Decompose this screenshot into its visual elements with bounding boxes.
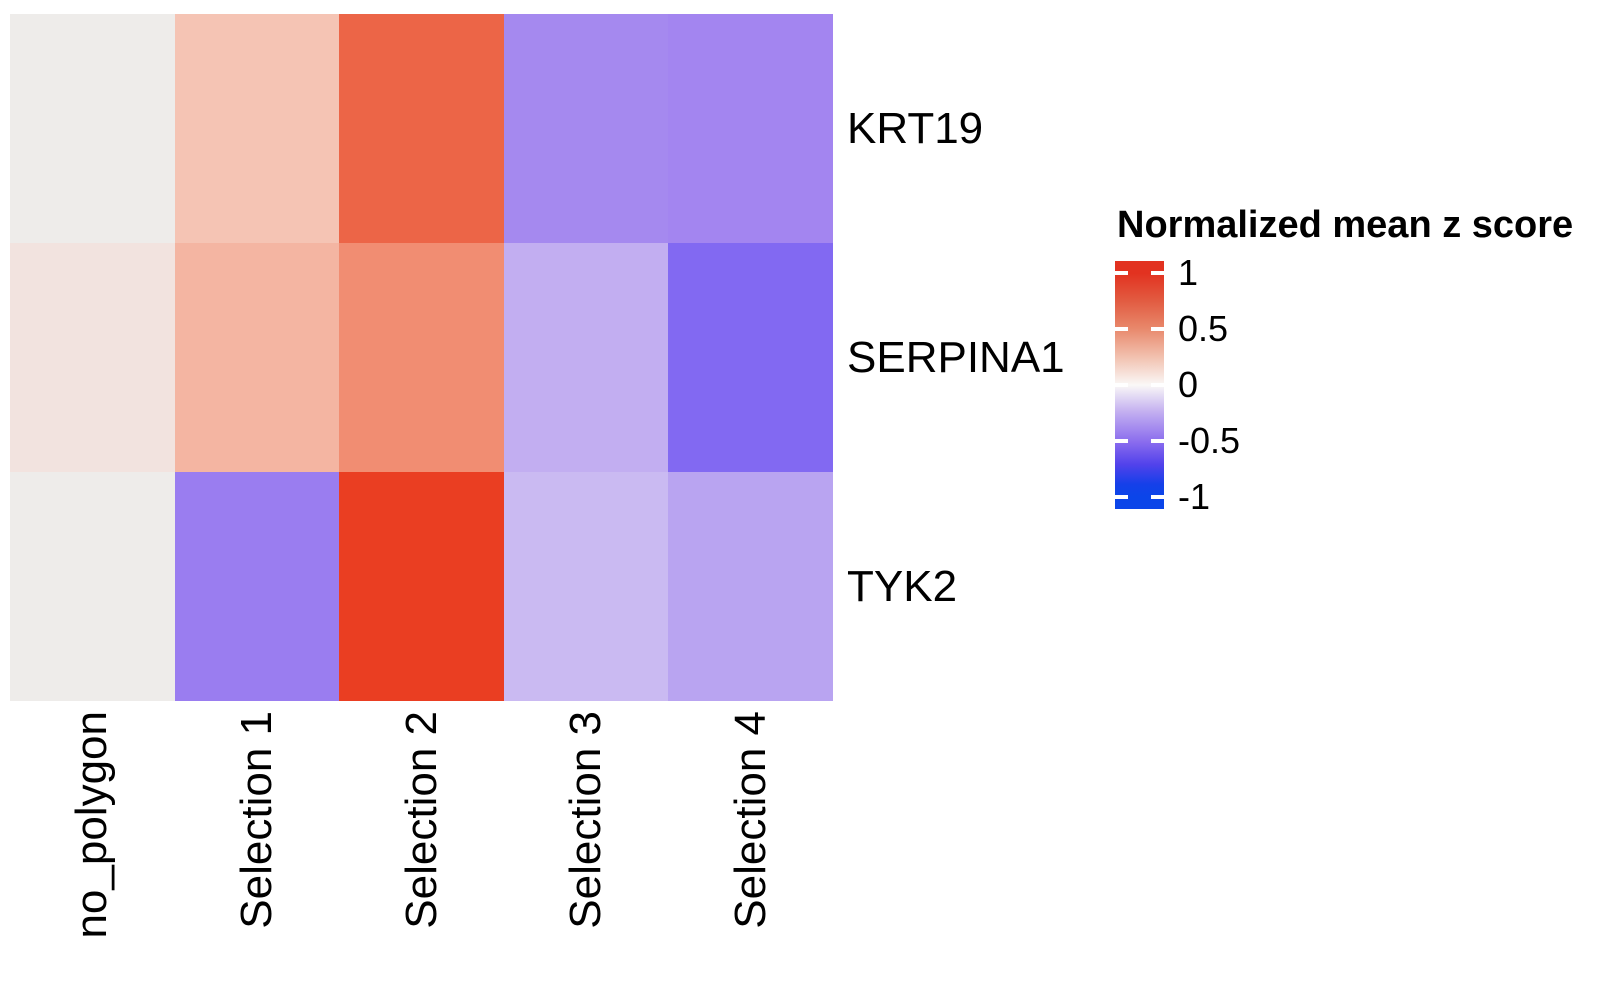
- x-axis-label-no_polygon: no_polygon: [67, 711, 117, 939]
- heatmap-cell-TYK2-no_polygon: [10, 472, 175, 701]
- legend-tick-mark: [1115, 326, 1128, 331]
- heatmap-cell-KRT19-Selection 3: [503, 14, 669, 243]
- y-axis-label-serpina1: SERPINA1: [847, 332, 1065, 382]
- legend-tick-mark: [1151, 270, 1164, 275]
- heatmap-cell-KRT19-Selection 2: [339, 14, 504, 243]
- legend-tick-mark: [1151, 326, 1164, 331]
- legend-tick-label-0.5: 0.5: [1178, 307, 1229, 349]
- heatmap-cell-TYK2-Selection 4: [668, 472, 833, 701]
- x-axis-label-selection-1: Selection 1: [231, 711, 281, 929]
- legend-tick-label--0.5: -0.5: [1178, 420, 1241, 462]
- heatmap-cell-SERPINA1-Selection 2: [339, 243, 504, 472]
- x-axis-label-selection-4: Selection 4: [725, 711, 775, 929]
- heatmap-cell-KRT19-Selection 1: [174, 14, 340, 243]
- heatmap-cell-SERPINA1-Selection 1: [174, 243, 340, 472]
- legend-tick-mark: [1115, 439, 1128, 444]
- heatmap-cell-KRT19-Selection 4: [668, 14, 833, 243]
- heatmap-cell-TYK2-Selection 1: [174, 472, 340, 701]
- y-axis-label-krt19: KRT19: [847, 103, 984, 153]
- legend-tick-mark: [1115, 270, 1128, 275]
- legend-tick-mark: [1115, 495, 1128, 500]
- legend-tick-label--1: -1: [1178, 476, 1211, 518]
- legend-tick-label-0: 0: [1178, 364, 1199, 405]
- y-axis-label-tyk2: TYK2: [847, 561, 958, 611]
- heatmap-grid: [10, 14, 833, 701]
- legend-tick-mark: [1151, 439, 1164, 444]
- heatmap-cell-SERPINA1-Selection 3: [503, 243, 669, 472]
- x-axis-label-selection-2: Selection 2: [396, 711, 446, 929]
- heatmap-cell-TYK2-Selection 2: [339, 472, 504, 701]
- legend-tick-mark: [1151, 383, 1164, 387]
- legend-title: Normalized mean z score: [1117, 204, 1574, 246]
- legend-tick-mark: [1115, 383, 1128, 387]
- heatmap-cell-SERPINA1-no_polygon: [10, 243, 175, 472]
- heatmap-cell-KRT19-no_polygon: [10, 14, 175, 243]
- legend-tick-mark: [1151, 495, 1164, 500]
- legend-colorbar: [1115, 261, 1164, 509]
- x-axis-label-selection-3: Selection 3: [561, 711, 611, 929]
- heatmap-cell-TYK2-Selection 3: [503, 472, 669, 701]
- legend-tick-label-1: 1: [1178, 251, 1199, 293]
- heatmap-cell-SERPINA1-Selection 4: [668, 243, 833, 472]
